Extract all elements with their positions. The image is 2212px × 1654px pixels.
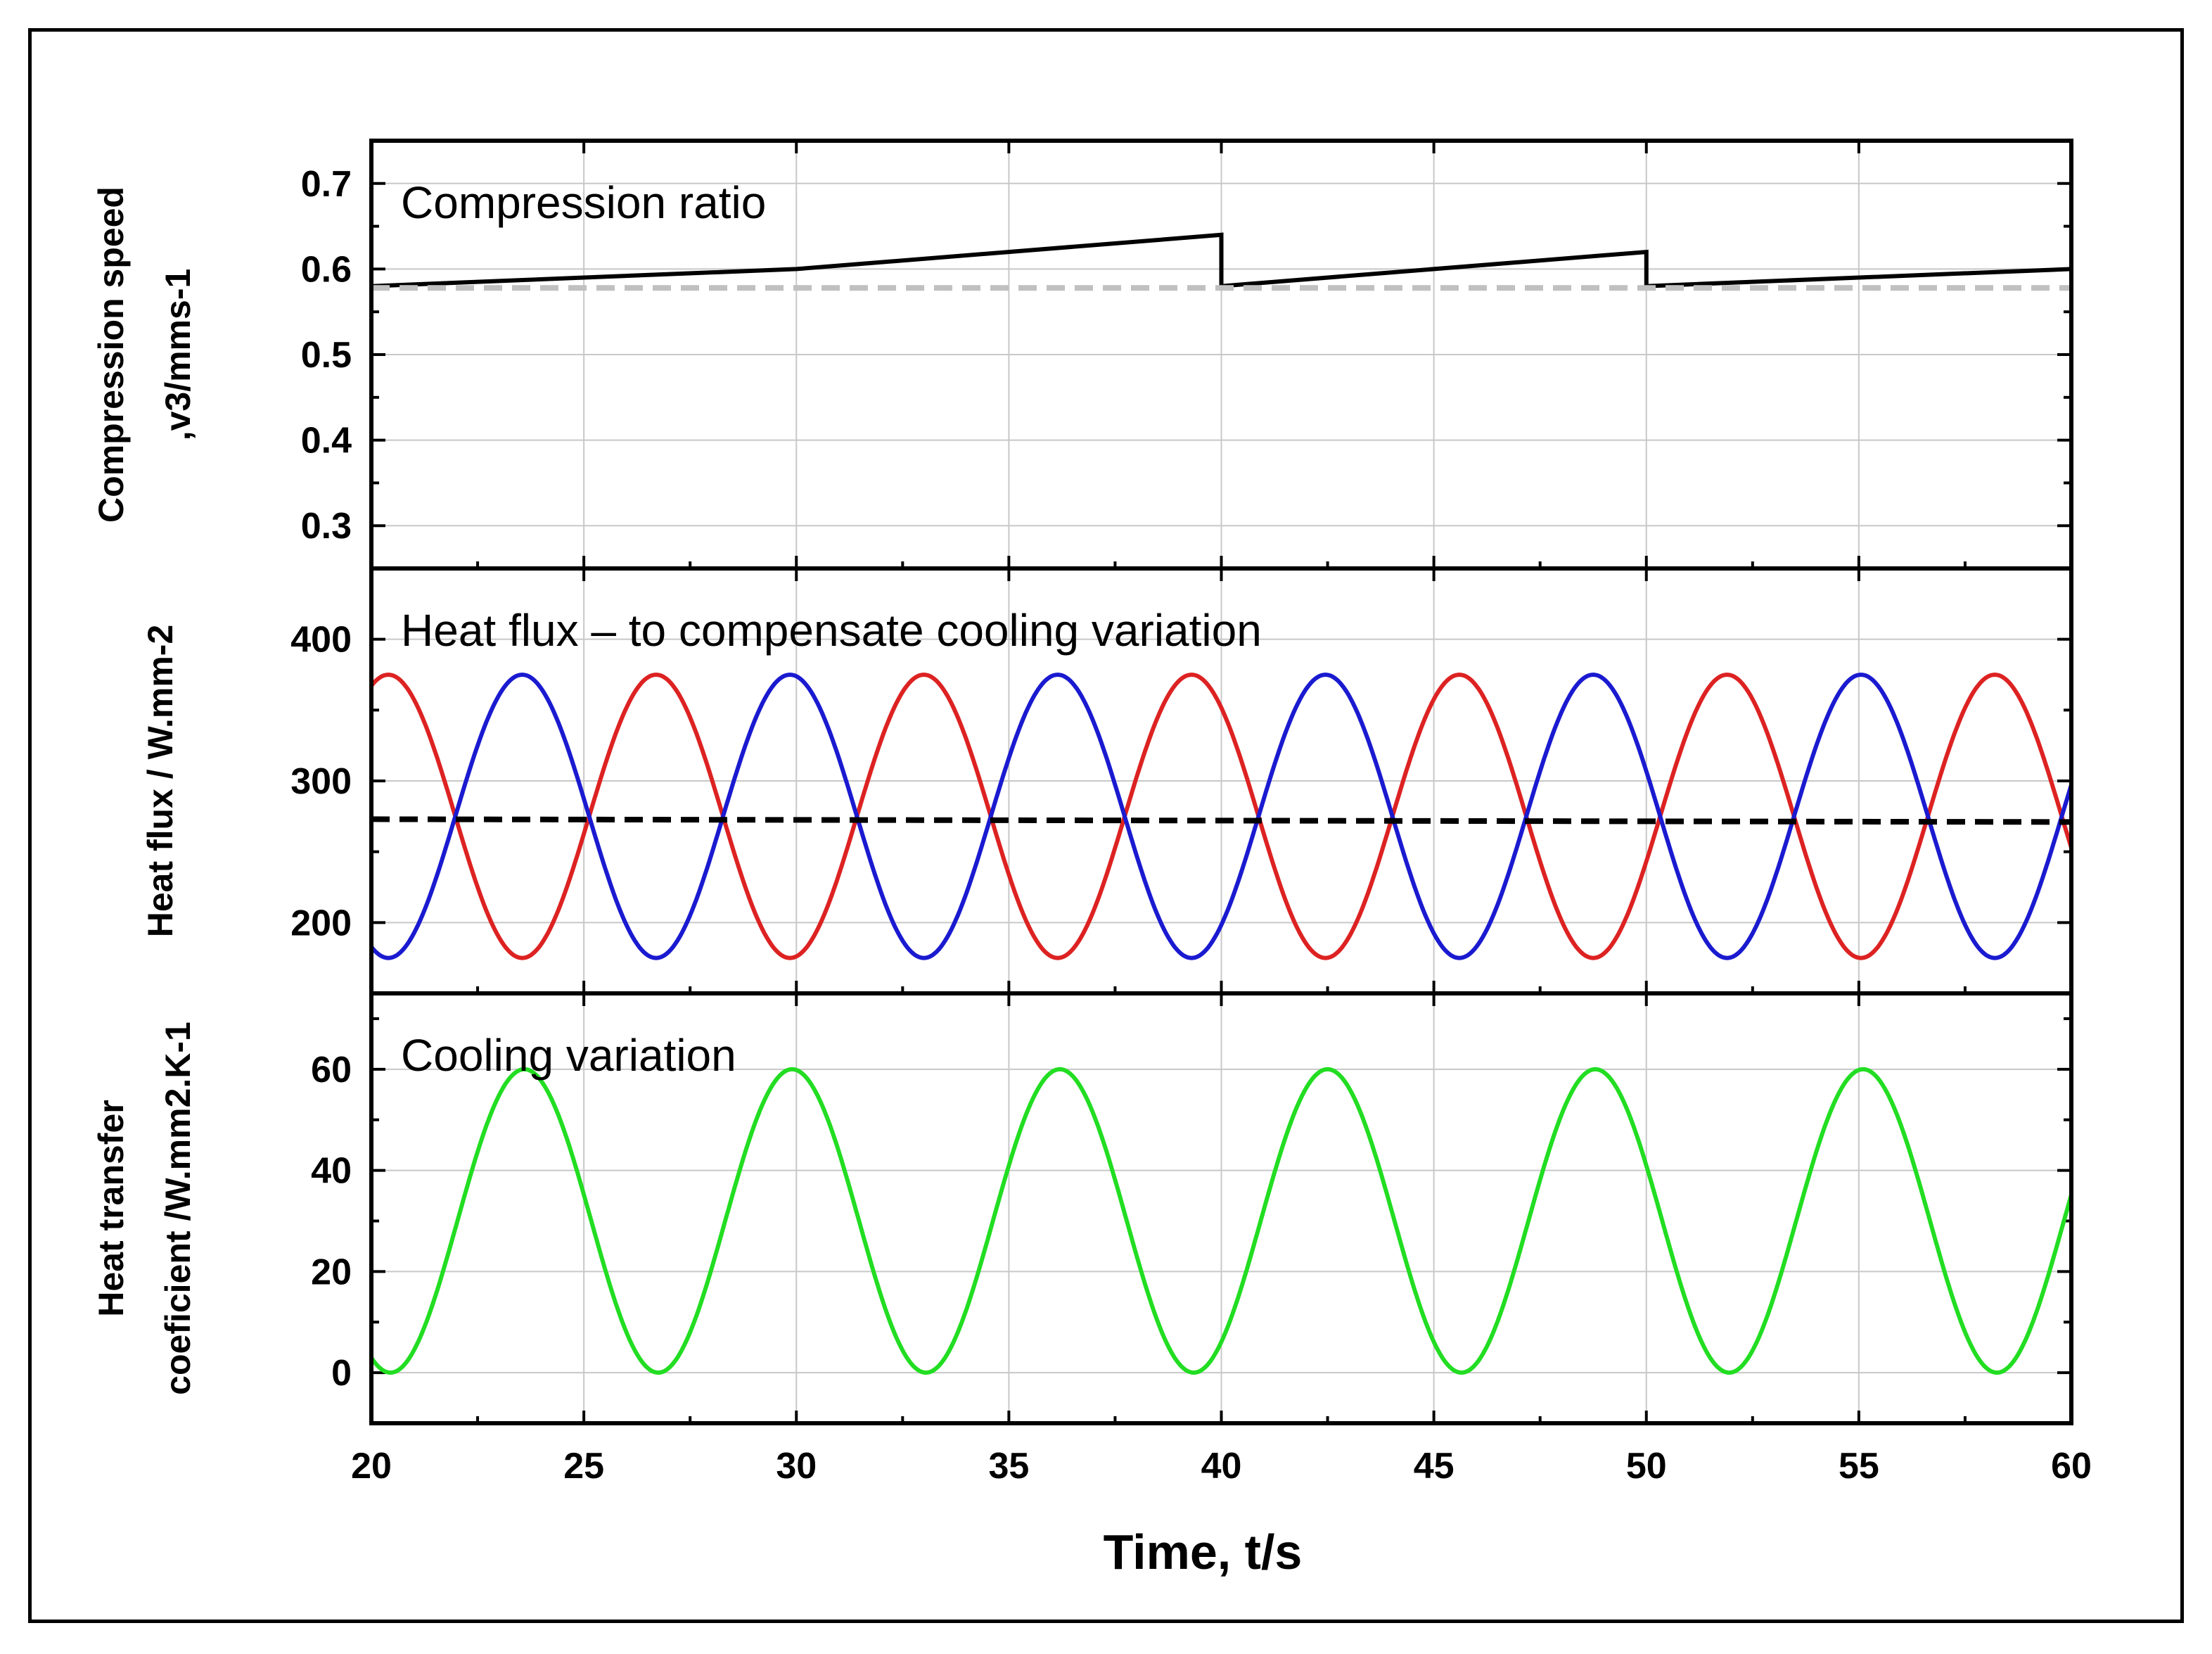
- x-tick-label: 30: [776, 1446, 817, 1487]
- panel-title: Cooling variation: [401, 1030, 736, 1081]
- heatflux-panel: 200 300 400 Heat flux – to compensate cooli…: [141, 566, 2073, 995]
- x-tick-label: 55: [1839, 1446, 1879, 1487]
- y-tick-label: 20: [311, 1252, 352, 1292]
- panel-title: Compression ratio: [401, 177, 766, 228]
- y-tick-label: 0.6: [301, 249, 352, 290]
- figure-frame: [28, 28, 2184, 1623]
- x-tick-label: 25: [563, 1446, 604, 1487]
- x-tick-label: 60: [2051, 1446, 2092, 1487]
- y-axis-label: Compression speed: [91, 186, 131, 523]
- chart-panels: 0.3 0.4 0.5 0.6 0.7 Compression ratio Compress…: [91, 139, 2092, 1487]
- y-tick-label: 0: [331, 1353, 352, 1394]
- x-axis-ticks: 20 25 30 35 40 45 50 55 60: [351, 1446, 2092, 1487]
- x-tick-label: 35: [988, 1446, 1029, 1487]
- plot-area-border: [369, 991, 2073, 1425]
- y-tick-label: 0.5: [301, 335, 352, 376]
- x-tick-label: 40: [1201, 1446, 1242, 1487]
- y-axis-label: Heat transfer: [91, 1100, 131, 1316]
- y-axis-label: Heat flux / W.mm-2: [141, 625, 180, 938]
- series-line-mean: [371, 816, 2071, 825]
- y-tick-label: 60: [311, 1050, 352, 1090]
- y-tick-label: 0.7: [301, 164, 352, 205]
- x-tick-label: 45: [1414, 1446, 1455, 1487]
- x-tick-label: 20: [351, 1446, 392, 1487]
- series-line-heat-transfer-coefficient: [371, 1067, 2071, 1375]
- y-tick-label: 300: [290, 761, 352, 802]
- y-tick-label: 200: [290, 903, 352, 943]
- panel-title: Heat flux – to compensate cooling variat…: [401, 605, 1262, 656]
- y-axis-label: coeficient /W.mm2.K-1: [158, 1022, 198, 1395]
- cooling-panel: 0 20 40 60 Cooling variation Heat transfer coe…: [91, 991, 2073, 1425]
- series-line-heat-flux-1: [371, 672, 2071, 960]
- y-tick-label: 0.4: [301, 421, 352, 462]
- y-tick-label: 40: [311, 1151, 352, 1192]
- y-axis-label: ,v3/mms-1: [158, 269, 198, 441]
- series-line-heat-flux-2: [371, 672, 2071, 960]
- y-tick-label: 0.3: [301, 506, 352, 547]
- series-line-compression-speed: [371, 232, 2071, 288]
- compression-panel: 0.3 0.4 0.5 0.6 0.7 Compression ratio Compress…: [91, 139, 2073, 571]
- y-tick-label: 400: [290, 620, 352, 661]
- x-tick-label: 50: [1626, 1446, 1667, 1487]
- x-axis-label: Time, t/s: [1104, 1525, 1303, 1579]
